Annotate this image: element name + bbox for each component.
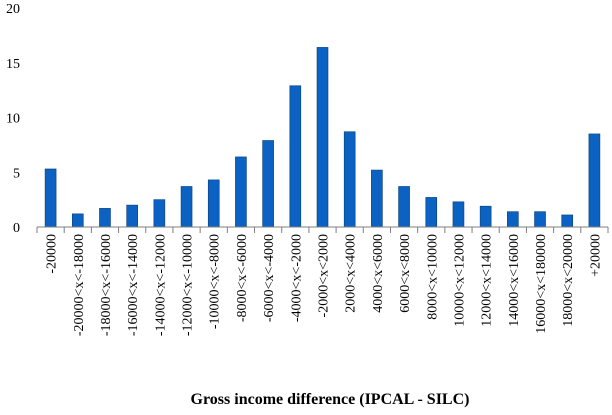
bar	[71, 213, 84, 228]
bar	[534, 211, 546, 228]
bar	[99, 208, 111, 228]
x-category-label: 10000<x<12000	[452, 234, 467, 327]
x-category-label: 4000<x<6000	[371, 234, 386, 313]
x-category-label: 2000<x<4000	[344, 234, 359, 313]
x-category-label: -14000<x<-12000	[153, 234, 168, 336]
y-tick-label: 20	[6, 2, 20, 17]
x-axis-title: Gross income difference (IPCAL - SILC)	[191, 391, 470, 408]
x-category-label: -2000<x<2000	[317, 234, 332, 317]
y-tick-label: 15	[6, 57, 20, 72]
bar	[44, 168, 57, 228]
y-tick-label: 0	[13, 221, 20, 236]
y-tick-label: 5	[13, 166, 20, 181]
bar	[398, 186, 410, 228]
x-category-label: 18000<x<20000	[561, 234, 576, 327]
x-category-label: -20000<x<-18000	[72, 234, 87, 336]
x-category-label: -12000<x<-10000	[181, 234, 196, 336]
x-category-label: 8000<x<10000	[425, 234, 440, 320]
x-category-label: -20000	[45, 234, 60, 274]
x-category-label: -8000<x<-6000	[235, 234, 250, 322]
x-category-label: -16000<x<-14000	[126, 234, 141, 336]
bar	[425, 197, 438, 228]
bar	[289, 85, 302, 228]
bar	[561, 214, 574, 228]
x-category-label: 16000<x<180000	[534, 234, 549, 334]
bar	[343, 131, 356, 228]
x-category-label: +20000	[588, 234, 603, 277]
bar	[262, 140, 274, 228]
bar	[479, 205, 492, 228]
x-category-label: -10000<x<-8000	[208, 234, 223, 329]
x-axis: -20000 -20000<x<-18000 -18000<x<-16000 -160…	[36, 226, 609, 336]
x-category-label: -6000<x<-4000	[262, 234, 277, 322]
y-axis: 0 5 10 15 20	[6, 2, 20, 236]
bars	[44, 47, 601, 228]
bar	[207, 179, 220, 228]
x-category-label: -18000<x<-16000	[99, 234, 114, 336]
bar	[126, 204, 138, 228]
bar	[153, 199, 166, 228]
bar	[588, 133, 601, 228]
x-category-label: 12000<x<14000	[480, 234, 495, 327]
x-category-label: -4000<x<-2000	[289, 234, 304, 322]
bar	[235, 156, 247, 228]
bar	[452, 201, 465, 228]
bar	[507, 211, 519, 228]
x-category-label: 6000<x<8000	[398, 234, 413, 313]
y-tick-label: 10	[6, 112, 20, 127]
bar	[316, 47, 329, 228]
x-category-label: 14000<x<16000	[507, 234, 522, 327]
bar	[180, 186, 193, 228]
bar	[371, 169, 383, 228]
